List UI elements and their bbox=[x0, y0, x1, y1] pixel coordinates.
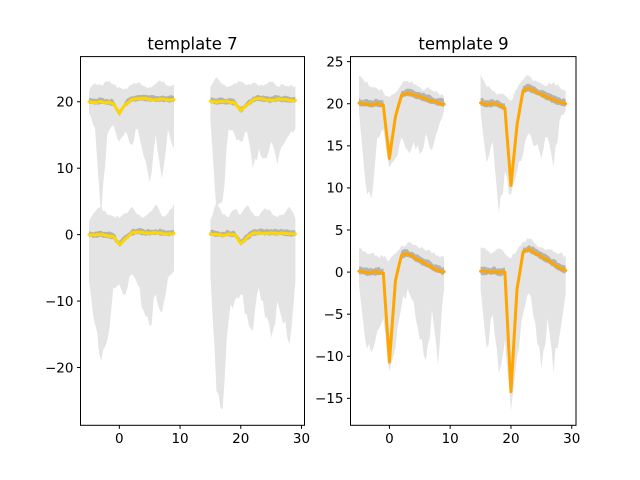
y-tick-label: −15 bbox=[315, 391, 344, 407]
subplot-2-title: template 9 bbox=[418, 35, 508, 54]
x-tick-label: 0 bbox=[385, 431, 394, 447]
y-tick-label: 10 bbox=[56, 161, 73, 177]
y-tick-label: 20 bbox=[56, 95, 73, 111]
y-tick-label: −5 bbox=[324, 307, 344, 323]
axes-spines bbox=[350, 56, 577, 426]
uncertainty-band bbox=[480, 238, 566, 411]
y-tick-label: 0 bbox=[335, 265, 344, 281]
plot-area bbox=[87, 77, 297, 410]
y-tick-label: 5 bbox=[335, 223, 344, 239]
uncertainty-band bbox=[89, 80, 174, 219]
x-tick-label: 30 bbox=[563, 431, 580, 447]
template-mean-line bbox=[479, 87, 568, 187]
y-tick-label: 20 bbox=[326, 97, 343, 113]
y-tick-label: −10 bbox=[45, 294, 74, 310]
y-tick-label: 0 bbox=[65, 227, 74, 243]
x-tick-label: 20 bbox=[232, 431, 249, 447]
axes-template-9: 0 10 20 30 −15 −10 −5 0 5 10 15 20 25 bbox=[315, 54, 580, 446]
y-tick-label: −10 bbox=[315, 349, 344, 365]
y-tick-label: 25 bbox=[326, 54, 343, 70]
template-mean-line bbox=[357, 91, 446, 160]
y-tick-label: −20 bbox=[45, 360, 74, 376]
y-tick-label: 10 bbox=[326, 181, 343, 197]
x-tick-label: 0 bbox=[115, 431, 124, 447]
template-mean-line bbox=[357, 252, 446, 364]
uncertainty-band bbox=[210, 202, 296, 410]
subplot-1-title: template 7 bbox=[147, 35, 237, 54]
x-tick-label: 10 bbox=[171, 431, 188, 447]
inner-band bbox=[359, 88, 445, 162]
axes-template-7: 0 10 20 30 −20 −10 0 10 20 bbox=[45, 56, 310, 447]
template-mean-line bbox=[479, 247, 568, 394]
axes-spines bbox=[80, 56, 305, 426]
template-mean-line bbox=[87, 230, 176, 247]
template-mean-line bbox=[208, 231, 297, 245]
uncertainty-band bbox=[210, 77, 296, 213]
template-mean-line bbox=[87, 96, 176, 116]
x-tick-label: 10 bbox=[442, 431, 459, 447]
x-tick-label: 20 bbox=[502, 431, 519, 447]
uncertainty-band bbox=[359, 241, 445, 372]
plot-area bbox=[357, 74, 568, 411]
uncertainty-band bbox=[89, 204, 174, 361]
x-tick-label: 30 bbox=[293, 431, 310, 447]
template-mean-line bbox=[208, 97, 297, 112]
y-tick-label: 15 bbox=[326, 139, 343, 155]
